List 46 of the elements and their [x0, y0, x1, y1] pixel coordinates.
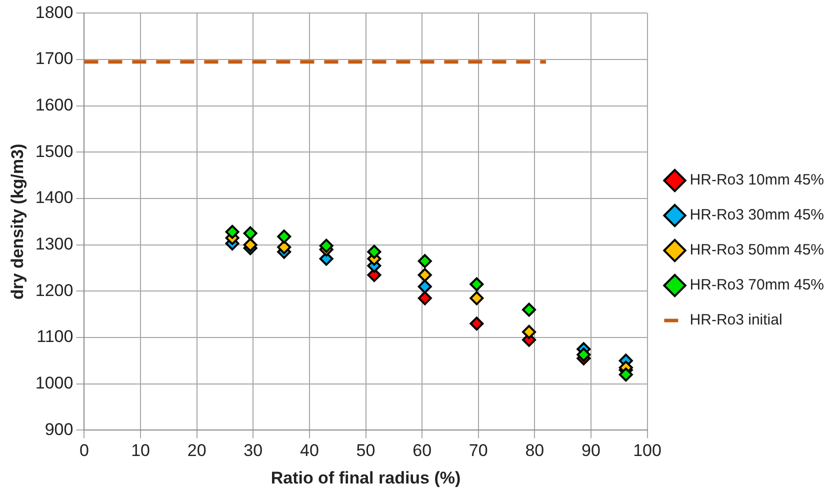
x-tick-label: 10	[131, 441, 150, 460]
point	[418, 254, 432, 268]
y-tick-label: 1500	[35, 142, 74, 161]
point	[470, 291, 484, 306]
y-tick-label: 1000	[35, 374, 74, 393]
y-axis-title: dry density (kg/m3)	[8, 144, 27, 300]
legend-label: HR-Ro3 initial	[690, 312, 782, 329]
point	[418, 291, 432, 306]
point	[522, 324, 536, 339]
x-tick-label: 100	[633, 441, 662, 460]
legend-label: HR-Ro3 10mm 45%	[690, 172, 824, 189]
y-tick-label: 1300	[35, 234, 74, 254]
point	[319, 238, 334, 253]
point	[243, 226, 258, 240]
y-tick-label: 1600	[35, 96, 74, 115]
x-axis-title: Ratio of final radius (%)	[270, 468, 461, 488]
point	[470, 316, 484, 331]
point	[418, 280, 432, 294]
x-tick-label: 60	[412, 441, 432, 460]
point	[243, 238, 258, 252]
y-tick-label: 1200	[35, 280, 74, 300]
y-tick-label: 1800	[35, 2, 74, 22]
point	[367, 244, 382, 259]
x-tick-label: 80	[525, 441, 544, 460]
x-tick-label: 70	[468, 441, 488, 460]
point	[618, 368, 633, 382]
legend-label: HR-Ro3 30mm 45%	[690, 206, 824, 224]
y-tick-label: 900	[44, 420, 74, 439]
point	[576, 348, 591, 362]
point	[277, 240, 292, 254]
legend-label: HR-Ro3 70mm 45%	[690, 276, 824, 294]
y-tick-label: 1100	[36, 327, 74, 346]
y-tick-label: 1400	[35, 188, 74, 208]
x-tick-label: 90	[582, 441, 600, 460]
x-tick-label: 40	[300, 441, 319, 460]
legend-label: HR-Ro3 50mm 45%	[690, 242, 824, 259]
x-tick-label: 50	[356, 441, 376, 460]
point	[470, 277, 484, 292]
point	[522, 302, 536, 317]
y-tick-label: 1700	[35, 49, 74, 68]
x-tick-label: 30	[244, 441, 263, 460]
point	[418, 268, 432, 282]
x-tick-label: 20	[187, 441, 206, 460]
point	[225, 224, 240, 239]
point	[277, 230, 292, 244]
x-tick-label: 0	[79, 441, 89, 460]
